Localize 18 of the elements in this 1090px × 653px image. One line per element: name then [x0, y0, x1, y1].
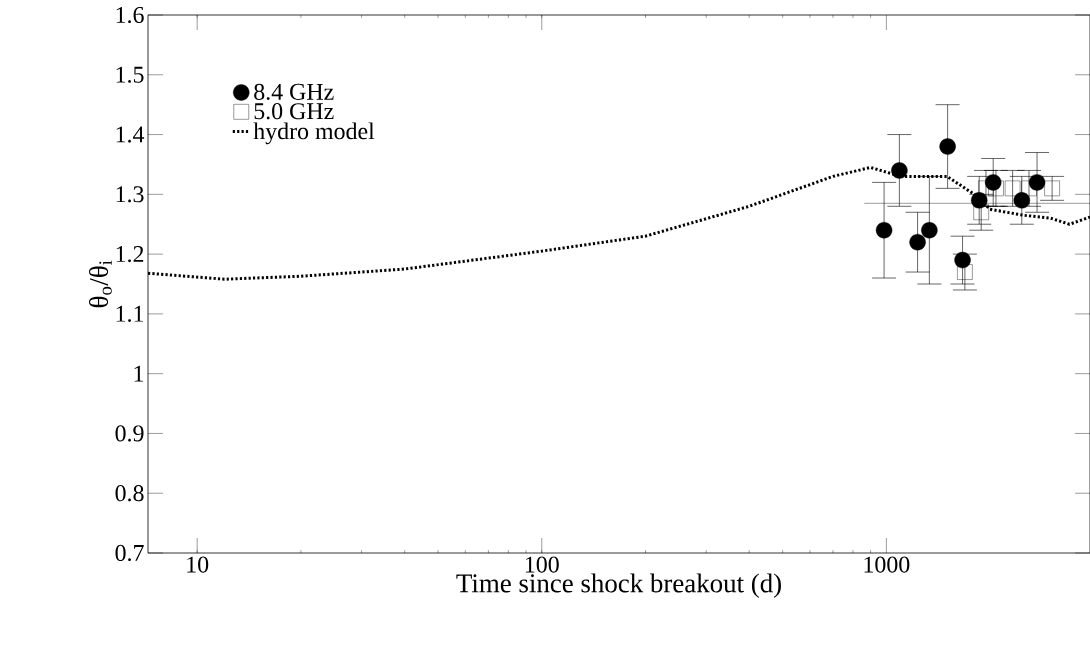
y-tick-label: 1.6: [116, 6, 144, 24]
y-axis-title: θ$_{o}$/θ$_{i}$: [89, 260, 112, 308]
y-tick-label: 0.9: [115, 425, 144, 442]
legend-label: 5.0 GHz: [254, 103, 334, 120]
y-tick-label: 1.4: [116, 126, 145, 143]
y-tick-label: 1: [134, 365, 144, 382]
legend-label: 8.4 GHz: [254, 83, 334, 100]
y-tick-label: 0.8: [115, 485, 144, 502]
y-tick-label: 1.2: [116, 246, 144, 263]
x-tick-label: 100: [525, 556, 559, 573]
y-tick-label: 1.1: [116, 305, 144, 322]
x-axis-title: Time since shock breakout (d): [456, 573, 781, 598]
y-tick-label: 1.3: [116, 186, 144, 203]
x-tick-label: 1000: [864, 556, 910, 573]
y-tick-label: 1.5: [116, 66, 144, 83]
legend-label: hydro model: [253, 122, 375, 145]
y-tick-label: 0.7: [115, 544, 144, 562]
x-tick-label: 10: [187, 556, 209, 573]
